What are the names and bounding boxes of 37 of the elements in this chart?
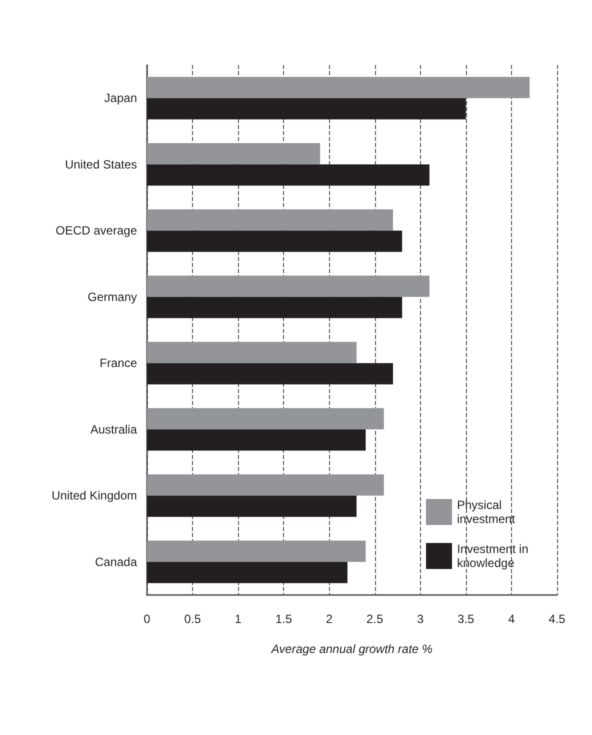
y-tick-label: Japan [104,91,137,106]
x-tick-label: 1 [234,612,242,626]
x-tick-label: 4 [508,612,516,626]
y-tick-label: Canada [94,554,138,569]
x-tick-label: 0.5 [184,612,202,626]
x-tick-label: 4.5 [548,612,566,626]
x-tick-label: 1.5 [275,612,292,626]
bar [147,474,384,496]
bar [147,496,357,517]
x-tick-label: 3.5 [458,612,475,626]
legend-label: Physical investment [457,498,516,526]
y-tick-label: Germany [88,290,137,304]
y-tick-label: United Kingdom [52,488,137,503]
y-tick-label: United States [64,157,137,172]
y-tick-label: OECD average [56,224,138,238]
bar [147,276,430,297]
bar [147,164,430,186]
bar [147,540,366,562]
y-tick-label: France [100,356,138,370]
x-tick-label: 2.5 [366,612,384,626]
bar [147,429,366,451]
bar [147,76,530,98]
x-axis-title: Average annual growth rate % [270,642,433,656]
legend-label: Investment in knowledge [457,542,532,570]
bar [147,342,357,364]
y-tick-label: Australia [90,422,138,436]
bar [147,98,466,120]
bar [147,408,384,430]
x-tick-label: 3 [416,612,424,626]
bar [147,562,348,584]
x-tick-label: 2 [326,612,333,626]
bar [147,143,320,164]
bar [147,209,393,231]
bar [147,363,393,384]
x-tick-label: 0 [144,612,151,626]
bar [147,230,402,252]
bar [147,296,402,318]
